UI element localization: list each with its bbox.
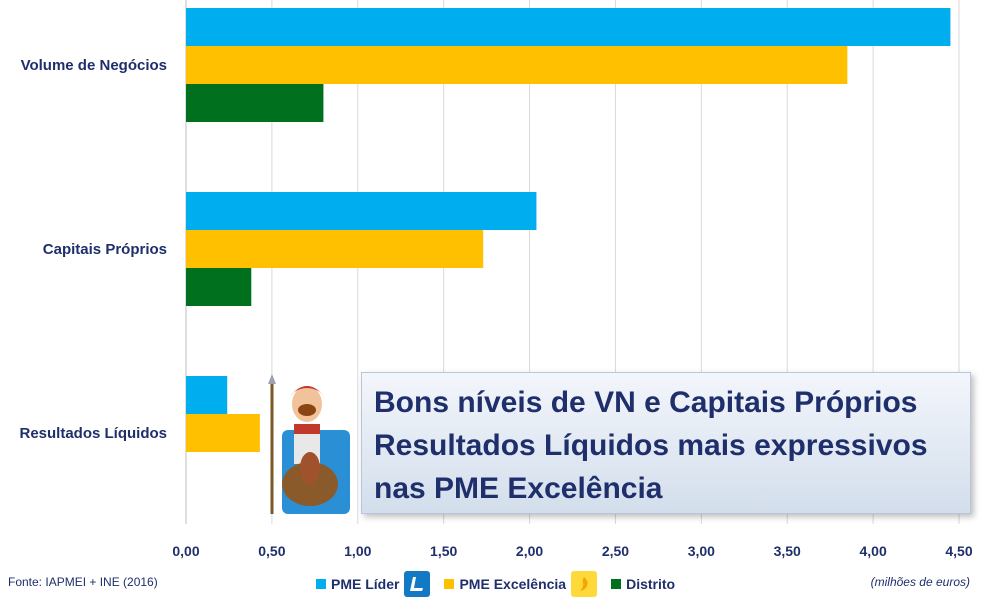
bar-pme-excel-ncia-1 (186, 230, 484, 268)
legend-label-distrito: Distrito (626, 576, 676, 592)
x-tick-label: 4,00 (859, 543, 886, 559)
x-tick-labels: 0,00 0,50 1,00 1,50 2,00 2,50 3,00 3,50 4,00 4,50 (172, 543, 972, 559)
bar-distrito-1 (186, 268, 252, 306)
callout-line-1: Bons níveis de VN e Capitais Próprios (374, 386, 918, 419)
bar-pme-excel-ncia-0 (186, 46, 848, 84)
category-label: Resultados Líquidos (19, 425, 167, 442)
legend-swatch-pme-lider (316, 579, 326, 589)
units-note: (milhões de euros) (870, 575, 970, 589)
legend-item-distrito: Distrito (611, 576, 675, 592)
knight-mascot-illustration (268, 374, 350, 514)
x-tick-label: 4,50 (945, 543, 972, 559)
x-tick-label: 0,50 (258, 543, 285, 559)
bar-distrito-0 (186, 84, 324, 122)
x-tick-label: 3,00 (688, 543, 715, 559)
legend-item-pme-excelencia: PME Excelência (444, 571, 598, 597)
category-label: Volume de Negócios (21, 57, 167, 74)
bar-pme-l-der-1 (186, 192, 537, 230)
x-tick-label: 1,50 (430, 543, 457, 559)
legend-label-pme-lider: PME Líder (331, 576, 400, 592)
bar-pme-excel-ncia-2 (186, 414, 260, 452)
x-tick-label: 3,50 (774, 543, 801, 559)
chart-gridlines (271, 0, 960, 524)
bar-pme-l-der-2 (186, 376, 228, 414)
pme-excelencia-logo-icon (571, 571, 598, 597)
chart-legend: PME Líder PME Excelência Distrito (316, 569, 683, 599)
x-tick-label: 0,00 (172, 543, 199, 559)
callout-line-3: nas PME Excelência (374, 472, 663, 505)
chart-bars (186, 8, 951, 452)
legend-label-pme-excelencia: PME Excelência (459, 576, 567, 592)
legend-item-pme-lider: PME Líder (316, 571, 431, 597)
legend-swatch-pme-excelencia (444, 579, 455, 589)
category-labels: Volume de Negócios Capitais Próprios Resul… (19, 57, 167, 442)
x-tick-label: 1,00 (344, 543, 371, 559)
x-tick-label: 2,50 (602, 543, 629, 559)
x-tick-label: 2,00 (516, 543, 543, 559)
category-label: Capitais Próprios (43, 241, 167, 258)
source-note: Fonte: IAPMEI + INE (2016) (8, 575, 158, 589)
legend-swatch-distrito (611, 579, 622, 589)
pme-lider-logo-icon (404, 571, 431, 597)
callout-line-2: Resultados Líquidos mais expressivos (374, 429, 928, 462)
highlight-callout-box: Bons níveis de VN e Capitais Próprios Re… (361, 372, 971, 514)
bar-pme-l-der-0 (186, 8, 951, 46)
